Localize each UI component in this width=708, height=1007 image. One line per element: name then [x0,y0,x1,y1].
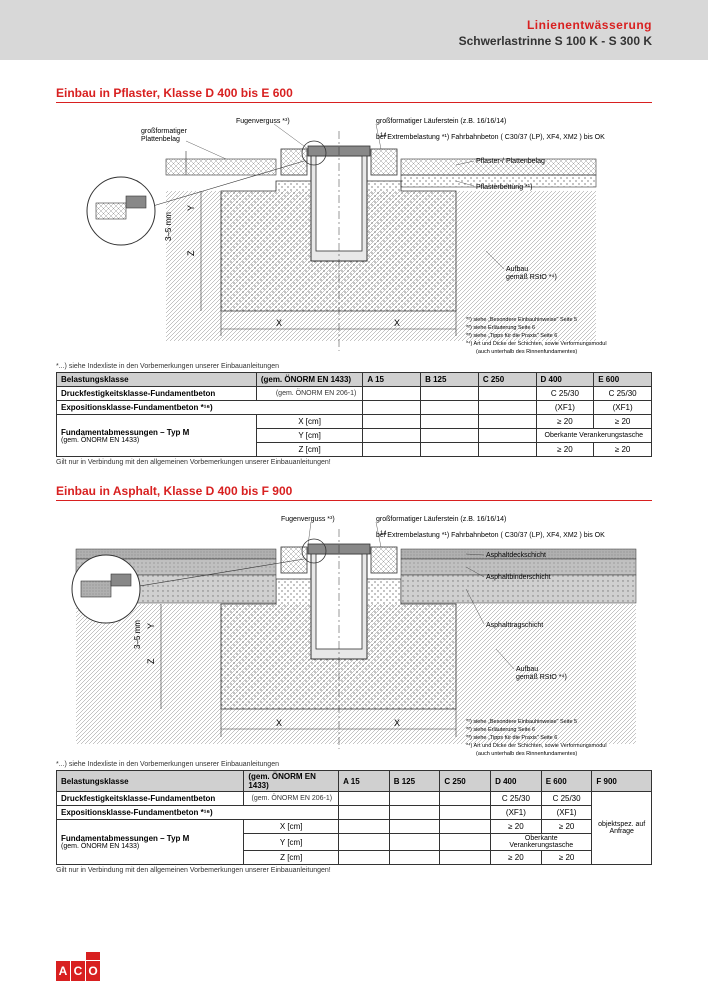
r3-dim: X [cm] [256,415,363,429]
r3-label: Fundamentabmessungen – Typ M(gem. ÖNORM … [57,415,257,457]
svg-text:Asphaltdeckschicht: Asphaltdeckschicht [486,552,546,559]
header-subtitle: Schwerlastrinne S 100 K - S 300 K [459,34,652,48]
r5-e600: ≥ 20 [594,443,652,457]
header-title: Linienentwässerung [459,18,652,32]
section2-title: Einbau in Asphalt, Klasse D 400 bis F 90… [56,484,652,501]
table-asphalt: Belastungsklasse (gem. ÖNORM EN 1433) A … [56,770,652,865]
r4-span: Oberkante Verankerungstasche [536,429,651,443]
label-grossformat: großformatiger [141,128,188,135]
r1-d400: C 25/30 [536,387,594,401]
footnote4b: (auch unterhalb des Rinnenfundamentes) [476,349,577,355]
svg-text:X: X [276,718,282,728]
footnote2: *²) siehe Erläuterung Seite 6 [466,325,535,331]
header: Linienentwässerung Schwerlastrinne S 100… [459,18,652,48]
th-norm1: (gem. ÖNORM EN 1433) [256,373,363,387]
dim-x-left: X [276,318,282,328]
svg-text:Aufbau: Aufbau [516,666,538,673]
r5-dim: Z [cm] [256,443,363,457]
svg-text:Y: Y [146,623,156,629]
dim-x-right: X [394,318,400,328]
th2-norm1: (gem. ÖNORM EN 1433) [244,771,339,792]
svg-text:großformatiger Läuferstein (z.: großformatiger Läuferstein (z.B. 16/16/1… [376,516,506,523]
svg-text:Y: Y [186,205,196,211]
th-d400: D 400 [536,373,594,387]
label-pflasterbettung: Pflasterbettung *¹) [476,184,532,191]
r1-e600: C 25/30 [594,387,652,401]
dim-z: Z [186,250,196,256]
dim-35mm: 3–5 mm [164,212,173,241]
diagram-pflaster: 14 X X Z 3–5 mm [56,111,652,359]
footnote4: *⁴) Art und Dicke der Schichten, sowie V… [466,340,607,347]
svg-text:*¹) siehe „Besondere Einbauhin: *¹) siehe „Besondere Einbauhinweise" Sei… [466,719,577,725]
svg-text:Z: Z [146,658,156,664]
r3-d400: ≥ 20 [536,415,594,429]
footnote3: *³) siehe „Tipps für die Praxis" Seite 6 [466,333,557,339]
r1-label: Druckfestigkeitsklasse-Fundamentbeton [57,387,257,401]
footnote1: *¹) siehe „Besondere Einbauhinweise" Sei… [466,317,577,323]
th2-belastung: Belastungsklasse [57,771,244,792]
section2-disclaimer: Gilt nur in Verbindung mit den allgemein… [56,867,652,874]
label-plattenbelag: Plattenbelag [141,136,180,143]
page-content: Einbau in Pflaster, Klasse D 400 bis E 6… [0,60,708,1007]
svg-text:(auch unterhalb des Rinnenfund: (auch unterhalb des Rinnenfundamentes) [476,751,577,757]
r2-label: Expositionsklasse-Fundamentbeton *¹⁶) [57,401,363,415]
r2-e600: (XF1) [594,401,652,415]
label-fugenverguss: Fugenverguss *³) [236,118,290,125]
logo-aco: ACO [56,952,101,981]
r4-dim: Y [cm] [256,429,363,443]
section1-disclaimer: Gilt nur in Verbindung mit den allgemein… [56,459,652,466]
logo-o: O [86,961,100,981]
label-rsto: gemäß RStO *⁴) [506,274,557,281]
diagram-asphalt: 14 X X Z Y [56,509,652,757]
section1-title: Einbau in Pflaster, Klasse D 400 bis E 6… [56,86,652,103]
logo-c: C [71,961,85,981]
label-aufbau: Aufbau [506,266,528,273]
label-pflasterbelag: Pflaster-/ Plattenbelag [476,158,545,165]
r1-norm: (gem. ÖNORM EN 206-1) [256,387,363,401]
svg-text:Asphalttragschicht: Asphalttragschicht [486,622,543,629]
topbar: Linienentwässerung Schwerlastrinne S 100… [0,0,708,60]
label-laufer: großformatiger Läuferstein (z.B. 16/16/1… [376,118,506,125]
section2-note: *...) siehe Indexliste in den Vorbemerku… [56,761,652,768]
svg-text:Asphaltbinderschicht: Asphaltbinderschicht [486,574,551,581]
th-belastung: Belastungsklasse [57,373,257,387]
svg-text:Fugenverguss *³): Fugenverguss *³) [281,516,335,523]
th-e600: E 600 [594,373,652,387]
svg-text:bei Extrembelastung *¹) Fahrba: bei Extrembelastung *¹) Fahrbahnbeton ( … [376,532,605,539]
th-c250: C 250 [478,373,536,387]
r5-d400: ≥ 20 [536,443,594,457]
f900-cell: objektspez. auf Anfrage [592,792,652,865]
label-extrem: bei Extrembelastung *¹) Fahrbahnbeton ( … [376,134,605,141]
r3-e600: ≥ 20 [594,415,652,429]
logo-a: A [56,961,70,981]
table-pflaster: Belastungsklasse (gem. ÖNORM EN 1433) A … [56,372,652,457]
th-a15: A 15 [363,373,421,387]
th-b125: B 125 [421,373,479,387]
svg-text:3–5 mm: 3–5 mm [133,620,142,649]
svg-text:gemäß RStO *⁴): gemäß RStO *⁴) [516,674,567,681]
svg-text:X: X [394,718,400,728]
svg-text:*⁴) Art und Dicke der Schichte: *⁴) Art und Dicke der Schichten, sowie V… [466,742,607,749]
svg-text:*³) siehe „Tipps für die Praxi: *³) siehe „Tipps für die Praxis" Seite 6 [466,735,557,741]
svg-text:*²) siehe Erläuterung Seite 6: *²) siehe Erläuterung Seite 6 [466,727,535,733]
section1-note: *...) siehe Indexliste in den Vorbemerku… [56,363,652,370]
r2-d400: (XF1) [536,401,594,415]
